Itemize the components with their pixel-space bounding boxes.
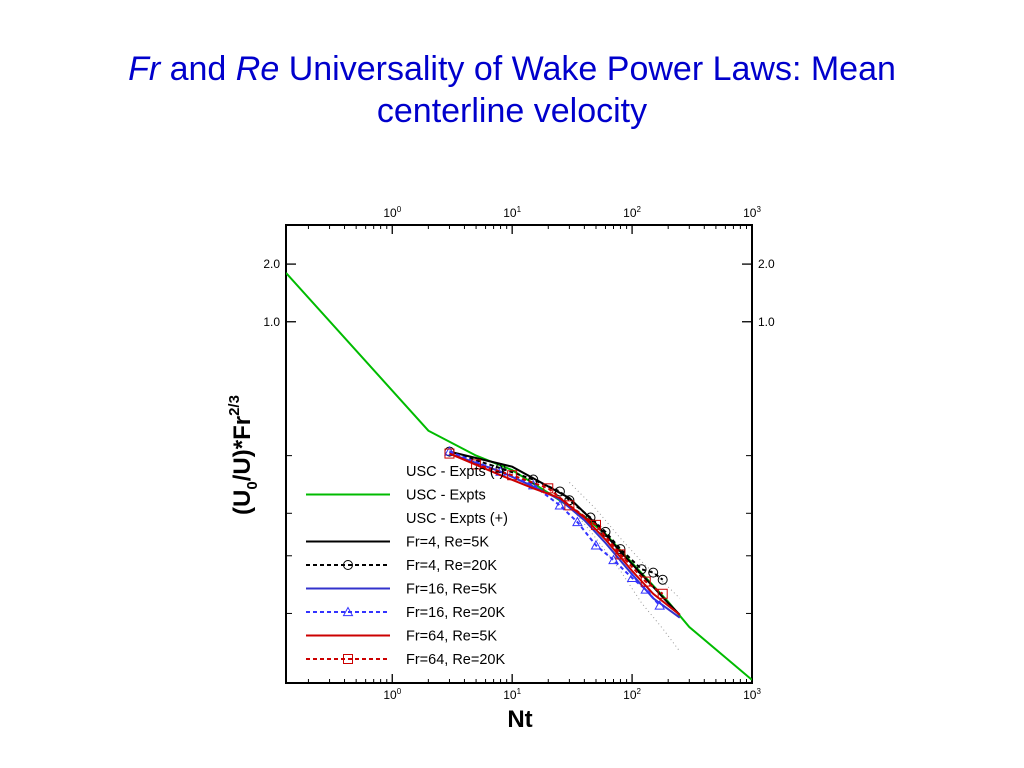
x-tick-exp: 2: [637, 687, 642, 696]
slide-title-line-2: centerline velocity: [376, 92, 648, 130]
series-8-point-5: [590, 519, 601, 530]
series-8-point-3: [543, 483, 554, 494]
x-tick-label-bottom-1: 101: [503, 687, 521, 702]
x-tick-exp: 3: [756, 205, 761, 214]
x-axis-title: Nt: [507, 706, 532, 733]
title-fr: Fr: [128, 50, 161, 88]
title-text-1: and: [160, 50, 236, 88]
series-layer: [286, 272, 752, 681]
x-tick-label-bottom-3: 103: [743, 687, 761, 702]
series-6-point-0: [444, 446, 455, 456]
x-tick-exp: 1: [517, 687, 522, 696]
legend-marker-8: [343, 654, 353, 664]
x-tick-base: 10: [383, 206, 397, 220]
x-tick-label-top-2: 102: [623, 205, 641, 220]
y-tick-label-left-0: 2.0: [263, 257, 280, 271]
series-4-point-9: [648, 567, 659, 578]
x-tick-exp: 3: [756, 687, 761, 696]
series-line-2: [569, 482, 681, 599]
series-4-point-6: [600, 526, 611, 537]
series-8-point-6: [615, 549, 626, 560]
slide-title: Fr and Re Universality of Wake Power Law…: [0, 48, 1024, 132]
series-8-point-8: [657, 588, 668, 599]
x-tick-base: 10: [503, 206, 517, 220]
series-8-point-2: [507, 470, 518, 481]
y-axis-title: (U0/U)*Fr2/3: [226, 395, 261, 515]
x-tick-label-top-1: 101: [503, 205, 521, 220]
x-tick-base: 10: [383, 688, 397, 702]
title-re: Re: [235, 50, 280, 88]
series-8-point-4: [564, 500, 575, 511]
series-line-4: [449, 450, 664, 581]
legend-label-1: USC - Expts: [406, 488, 486, 504]
y-axis-title-mid: /U)*Fr: [229, 416, 256, 481]
x-tick-exp: 1: [517, 205, 522, 214]
x-tick-label-bottom-0: 100: [383, 687, 401, 702]
series-6-point-4: [572, 516, 583, 527]
x-tick-label-top-3: 103: [743, 205, 761, 220]
series-6-point-6: [608, 554, 619, 565]
slide-title-line-1: Fr and Re Universality of Wake Power Law…: [0, 48, 1024, 90]
series-4-point-2: [528, 474, 539, 485]
x-tick-base: 10: [503, 688, 517, 702]
x-tick-base: 10: [623, 206, 637, 220]
series-6-point-3: [554, 499, 566, 510]
y-axis-title-main: (U: [229, 490, 256, 515]
x-tick-base: 10: [743, 688, 757, 702]
x-tick-exp: 2: [637, 205, 642, 214]
legend-label-5: Fr=16, Re=5K: [406, 582, 497, 598]
legend: USC - Expts (-) USC - Expts USC - Expts (+…: [306, 464, 508, 668]
legend-label-3: Fr=4, Re=5K: [406, 535, 489, 551]
x-tick-exp: 0: [397, 205, 402, 214]
series-4-point-8: [636, 564, 647, 575]
series-8-point-0: [444, 448, 455, 459]
legend-label-0: USC - Expts (-): [406, 464, 504, 480]
plot-frame: [285, 224, 753, 684]
title-text-2: Universality of Wake Power Laws: Mean: [279, 50, 896, 88]
series-4-point-3: [554, 486, 565, 497]
y-axis-title-sup: 2/3: [226, 395, 243, 416]
legend-marker-6: [342, 606, 354, 617]
series-4-point-5: [585, 512, 596, 523]
series-6-point-9: [654, 599, 666, 610]
legend-marker-4: [343, 560, 353, 570]
series-8-point-1: [471, 459, 482, 470]
series-6-point-7: [626, 572, 638, 582]
series-6-point-5: [590, 539, 602, 550]
y-axis-title-sub: 0: [244, 481, 261, 489]
legend-label-8: Fr=64, Re=20K: [406, 652, 505, 668]
series-8-point-7: [640, 576, 651, 587]
x-tick-label-top-0: 100: [383, 205, 401, 220]
x-tick-base: 10: [623, 688, 637, 702]
legend-label-2: USC - Expts (+): [406, 511, 508, 527]
x-tick-exp: 0: [397, 687, 402, 696]
legend-label-4: Fr=4, Re=20K: [406, 558, 497, 574]
y-tick-label-right-0: 2.0: [758, 257, 775, 271]
y-tick-label-left-1: 1.0: [263, 315, 280, 329]
legend-label-7: Fr=64, Re=5K: [406, 629, 497, 645]
x-tick-label-bottom-2: 102: [623, 687, 641, 702]
y-tick-label-right-1: 1.0: [758, 315, 775, 329]
series-4-point-10: [657, 574, 668, 585]
legend-label-6: Fr=16, Re=20K: [406, 605, 505, 621]
x-tick-base: 10: [743, 206, 757, 220]
